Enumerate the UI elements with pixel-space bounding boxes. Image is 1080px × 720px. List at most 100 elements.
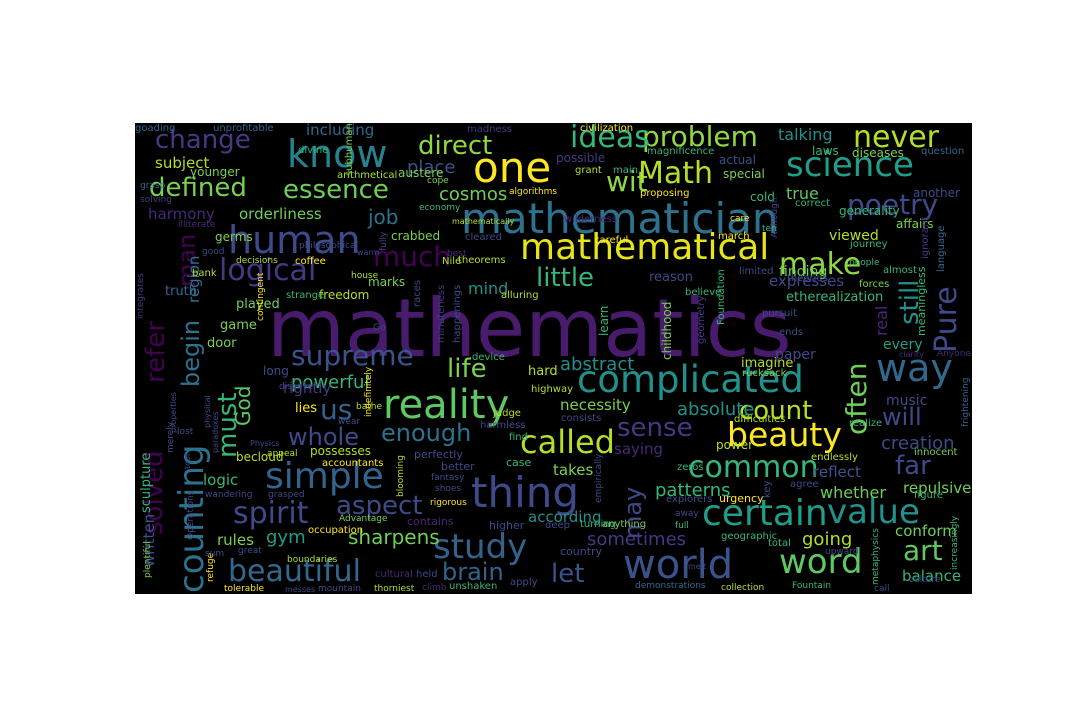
word-pure: Pure — [929, 286, 964, 353]
word-world: world — [623, 542, 734, 588]
word-simple: simple — [265, 456, 384, 497]
word-paper: paper — [775, 347, 816, 363]
word-sum: sum — [205, 549, 225, 559]
word-house: house — [351, 271, 379, 281]
word-believe: believe — [685, 287, 722, 298]
word-possible: possible — [556, 151, 606, 165]
word-races: races — [412, 279, 423, 307]
word-algorithms: algorithms — [509, 187, 558, 197]
word-contingent: contingent — [256, 272, 266, 321]
word-much: much — [373, 240, 452, 273]
word-creation: creation — [881, 433, 955, 454]
word-sense: sense — [617, 413, 693, 443]
word-actual: actual — [719, 153, 756, 167]
word-finding: finding — [779, 264, 828, 280]
word-thing: thing — [471, 468, 580, 517]
word-powerful: powerful — [291, 372, 370, 393]
word-lost: lost — [177, 427, 194, 437]
word-care: care — [730, 214, 750, 224]
word-upward: upward — [825, 547, 859, 557]
word-mathematical: mathematical — [520, 227, 770, 268]
word-sculpture: sculpture — [139, 452, 154, 513]
word-every: every — [883, 337, 923, 353]
word-wit: wit — [606, 165, 648, 198]
word-subhuman: subhuman — [344, 123, 355, 176]
word-gym: gym — [266, 527, 306, 548]
word-crabbed: crabbed — [391, 229, 441, 243]
word-count: count — [739, 396, 813, 426]
word-whether: whether — [820, 483, 886, 502]
word-goading: goading — [135, 123, 176, 134]
word-anyone: Anyone — [937, 349, 971, 359]
word-conform: conform — [895, 522, 957, 540]
word-arithmetical: arithmetical — [337, 170, 398, 181]
word-talking: talking — [778, 125, 833, 144]
word-orderliness: orderliness — [239, 205, 322, 223]
word-urgency: urgency — [719, 492, 764, 505]
word-place: place — [407, 157, 456, 178]
word-minuteness: minuteness — [436, 284, 447, 343]
word-fantasy: fantasy — [431, 473, 465, 483]
word-main: main — [613, 165, 638, 176]
word-enough: enough — [381, 419, 472, 447]
word-rightly: rightly — [283, 379, 332, 397]
word-perfectly: perfectly — [414, 448, 463, 461]
word-begin: begin — [177, 319, 205, 387]
word-imagine: imagine — [741, 356, 794, 371]
word-poetry: poetry — [847, 188, 939, 221]
word-reflect: reflect — [813, 463, 861, 481]
word-mind: mind — [468, 279, 509, 298]
word-alluring: alluring — [501, 290, 539, 301]
word-wear: wear — [338, 417, 361, 427]
word-key: key — [762, 480, 773, 498]
word-call: call — [874, 584, 890, 594]
word-special: special — [723, 167, 765, 181]
word-culture: culture — [909, 575, 941, 585]
word-bathe: bathe — [356, 402, 382, 412]
word-strange: strange — [286, 290, 325, 301]
word-held: held — [416, 569, 438, 580]
word-music: music — [886, 393, 928, 409]
word-empirically: empirically — [594, 453, 604, 503]
word-great: great — [238, 546, 262, 556]
word-rigorous: rigorous — [430, 498, 467, 508]
word-true: true — [786, 184, 819, 203]
word-meaningless: meaningless — [915, 266, 928, 337]
word-beautiful: beautiful — [228, 554, 361, 589]
word-mathematician: mathematician — [461, 194, 779, 243]
word-climb: climb — [422, 583, 447, 593]
word-go: Go — [373, 323, 386, 333]
word-fully: fully — [379, 231, 389, 251]
word-problem: problem — [642, 123, 758, 153]
word-reality: reality — [383, 382, 510, 428]
word-going: going — [802, 529, 853, 550]
word-judge: judge — [493, 408, 521, 419]
word-make: make — [779, 247, 862, 282]
word-complicated: complicated — [577, 358, 804, 401]
word-art: art — [903, 534, 943, 567]
word-full: full — [675, 521, 689, 531]
word-game: game — [220, 318, 257, 333]
word-consists: consists — [561, 413, 602, 424]
word-long: long — [263, 364, 289, 378]
word-magnificence: magnificence — [647, 146, 715, 157]
word-ends: ends — [779, 327, 804, 338]
word-theorems: theorems — [458, 255, 506, 266]
word-including: including — [306, 123, 375, 139]
word-boundaries: boundaries — [287, 555, 338, 565]
word-learn: learn — [597, 305, 611, 336]
word-advantage: Advantage — [339, 514, 388, 524]
word-repulsive: repulsive — [903, 479, 972, 497]
word-good: good — [202, 247, 225, 257]
word-whole: whole — [288, 423, 359, 451]
word-expresses: expresses — [769, 272, 845, 290]
word-beauty: beauty — [727, 415, 842, 454]
word-blooming: blooming — [396, 455, 406, 497]
word-becloud: becloud — [236, 450, 284, 464]
word-real: real — [872, 305, 891, 336]
word-best: best — [447, 249, 467, 259]
word-study: study — [433, 527, 528, 567]
word-logic: logic — [203, 471, 239, 489]
word-austere: austere — [398, 166, 444, 180]
word-occupation: occupation — [308, 525, 364, 536]
